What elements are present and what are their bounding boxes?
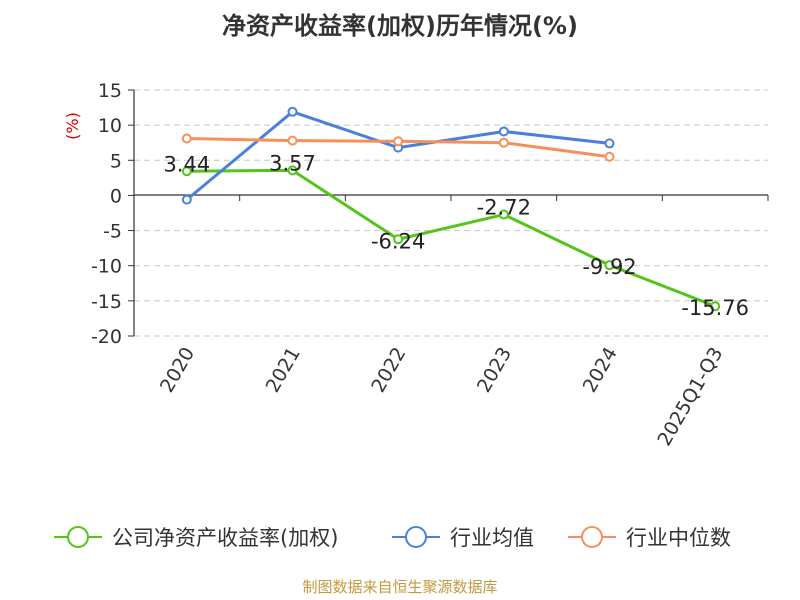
legend-label: 行业中位数: [626, 526, 731, 550]
data-point: [498, 126, 509, 137]
x-tick-label: 2022: [367, 344, 410, 397]
legend-label: 公司净资产收益率(加权): [112, 526, 338, 550]
x-tick-label: 2020: [156, 344, 199, 397]
y-tick-labels: 15 10 5 0 -5 -10 -15 -20: [91, 80, 122, 348]
data-label: -15.76: [681, 296, 749, 320]
y-tick-label: 0: [110, 185, 122, 207]
x-tick-label: 2023: [473, 344, 516, 397]
data-point: [287, 106, 298, 117]
legend-swatch-marker: [67, 526, 89, 548]
y-tick-label: 5: [110, 150, 122, 172]
data-point: [604, 151, 615, 162]
x-tick-labels: 2020 2021 2022 2023 2024 2025Q1-Q3: [156, 344, 728, 450]
legend-item[interactable]: 行业均值: [392, 526, 534, 550]
data-point: [181, 194, 192, 205]
data-point: [287, 135, 298, 146]
data-labels: 3.44 3.57 -6.24 -2.72 -9.92 -15.76: [163, 151, 749, 320]
data-point: [393, 234, 404, 245]
x-tick-label: 2024: [579, 344, 622, 397]
grid-lines: [134, 89, 768, 337]
data-label: -6.24: [371, 229, 425, 253]
y-tick-label: -20: [91, 326, 122, 348]
data-point: [604, 260, 615, 271]
y-tick-label: 15: [98, 80, 122, 102]
y-tick-label: -5: [103, 221, 122, 243]
x-tick-label: 2025Q1-Q3: [653, 344, 727, 450]
series-line-0: [186, 168, 716, 308]
x-tick-label: 2021: [262, 344, 305, 397]
legend-item[interactable]: 行业中位数: [568, 526, 731, 550]
data-label: 3.57: [269, 151, 316, 175]
data-point: [710, 301, 721, 312]
axes: [128, 89, 769, 337]
data-label: -2.72: [477, 196, 531, 220]
data-point: [287, 165, 298, 176]
data-point: [604, 138, 615, 149]
legend-swatch-marker: [581, 526, 603, 548]
data-label: -9.92: [582, 255, 636, 279]
data-point: [498, 209, 509, 220]
y-tick-label: -15: [91, 291, 122, 313]
data-point: [393, 136, 404, 147]
data-point: [181, 133, 192, 144]
series-lines: [181, 106, 721, 312]
data-point: [498, 137, 509, 148]
y-axis-unit: (%): [63, 112, 82, 140]
data-point: [181, 166, 192, 177]
legend: 公司净资产收益率(加权) 行业均值 行业中位数: [54, 526, 731, 550]
legend-item[interactable]: 公司净资产收益率(加权): [54, 526, 338, 550]
y-tick-label: -10: [91, 256, 122, 278]
y-tick-label: 10: [98, 115, 122, 137]
source-note: 制图数据来自恒生聚源数据库: [302, 578, 497, 596]
data-label: 3.44: [163, 152, 210, 176]
legend-label: 行业均值: [450, 526, 534, 550]
chart-title: 净资产收益率(加权)历年情况(%): [222, 12, 578, 40]
legend-swatch-marker: [405, 526, 427, 548]
